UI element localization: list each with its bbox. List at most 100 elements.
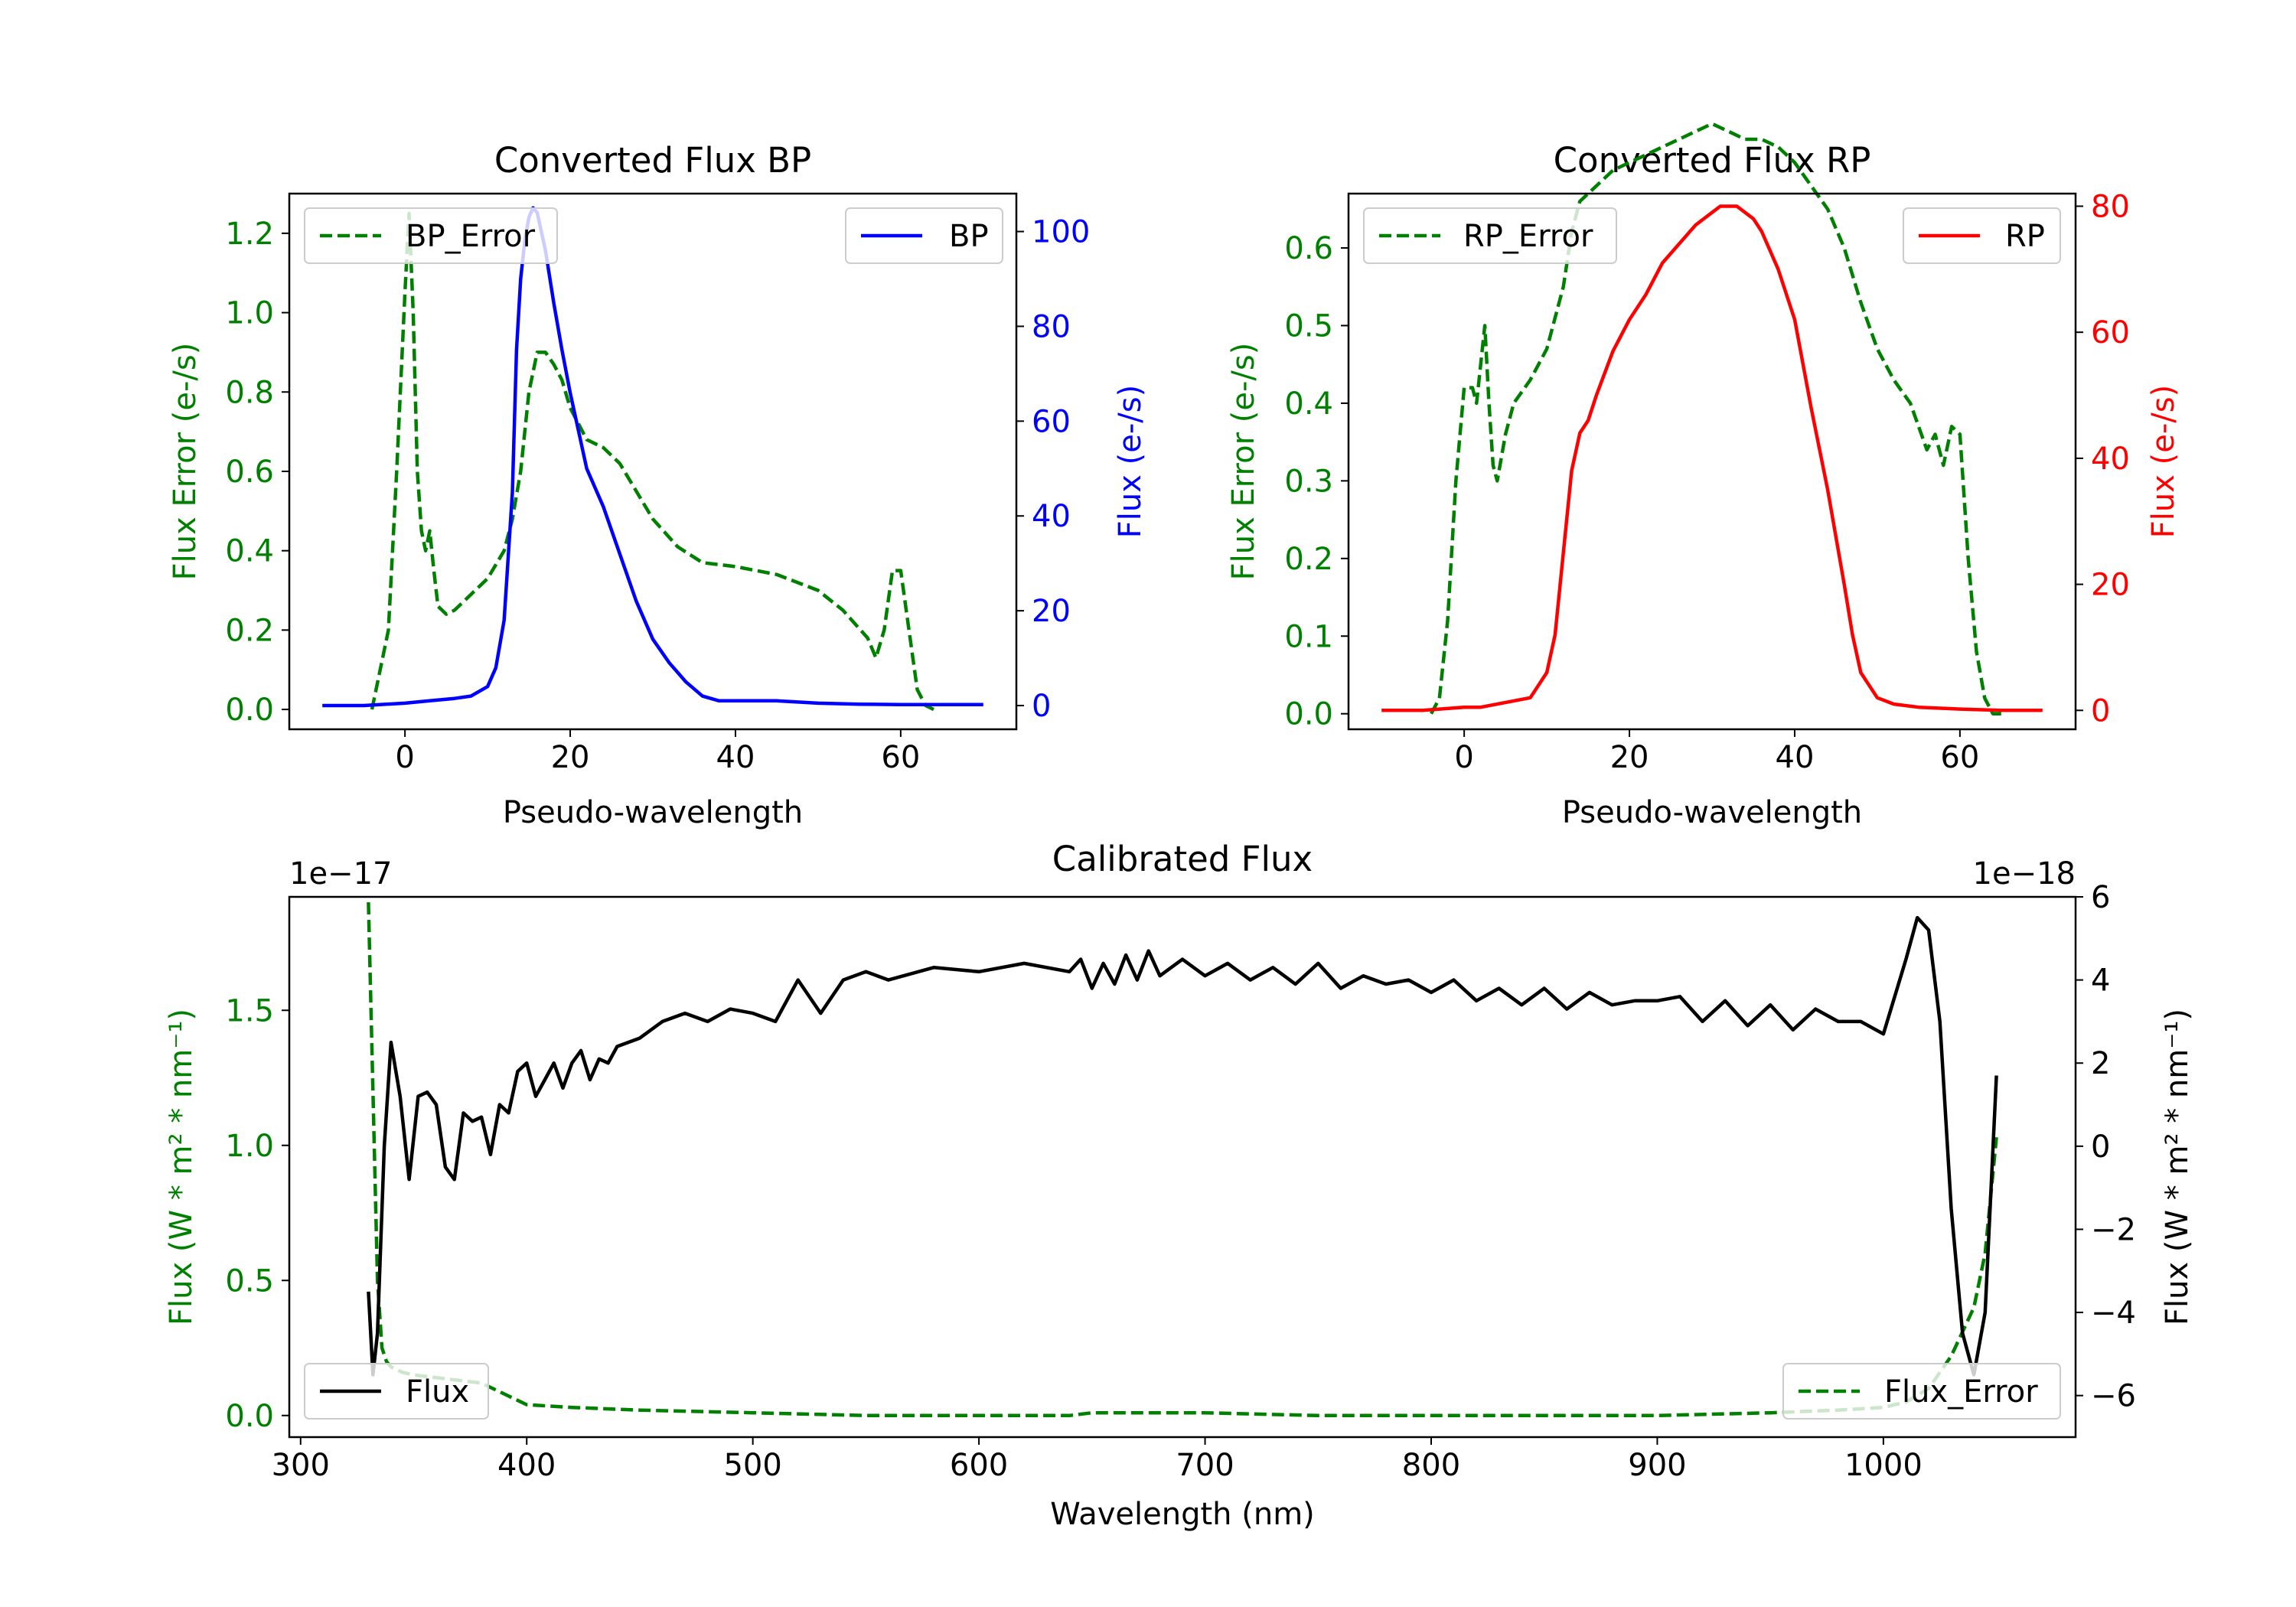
- bp-xtick-label: 20: [551, 740, 590, 775]
- rp-left-ytick-label: 0.4: [1284, 386, 1333, 422]
- rp-right-ytick-label: 20: [2091, 568, 2130, 603]
- cal-legend-error: Flux_Error: [1782, 1363, 2061, 1420]
- calibrated-left-ytick-label: 0.0: [225, 1399, 274, 1434]
- rp-xtick-label: 0: [1454, 740, 1473, 775]
- calibrated-right-ytick-label: 2: [2091, 1046, 2110, 1081]
- calibrated-left-ytick-label: 0.5: [225, 1263, 274, 1299]
- panel-calibrated: Calibrated Flux 1e−17 1e−18 300 400 500 600…: [164, 839, 2195, 1532]
- calibrated-xtick-label: 900: [1628, 1448, 1686, 1483]
- rp-series-rp-error: [1430, 122, 2001, 715]
- calibrated-right-ytick-label: −2: [2091, 1212, 2136, 1247]
- bp-legend-error-box: [304, 207, 558, 264]
- bp-left-ytick-label: 1.2: [225, 217, 274, 252]
- rp-xlabel: Pseudo-wavelength: [1562, 795, 1862, 830]
- rp-plot-frame: [1347, 192, 2077, 731]
- rp-title: Converted Flux RP: [1554, 140, 1871, 181]
- cal-title: Calibrated Flux: [1052, 839, 1313, 879]
- calibrated-xtick-label: 700: [1176, 1448, 1234, 1483]
- bp-legend-flux-label: BP: [949, 219, 989, 254]
- rp-right-ytick-label: 40: [2091, 442, 2130, 477]
- rp-legend-error: RP_Error: [1363, 207, 1617, 264]
- calibrated-right-ytick-label: 6: [2091, 880, 2110, 915]
- cal-xlabel: Wavelength (nm): [1050, 1497, 1315, 1532]
- bp-xtick-label: 40: [716, 740, 755, 775]
- bp-ticks-layer: 0 20 40 60 0.0 0.2 0.4 0.6 0.8 1.0 1.2 0 20 40 60 80 100: [225, 215, 1090, 775]
- bp-legend-flux: BP: [845, 207, 1003, 264]
- bp-left-ytick-label: 0.6: [225, 455, 274, 490]
- panel-bp: Converted Flux BP 0 20 40 60 0.0 0.2 0.4 0.6 0.8…: [168, 140, 1148, 830]
- bp-series-bp: [322, 206, 983, 708]
- calibrated-right-ytick-label: 0: [2091, 1129, 2110, 1165]
- rp-left-ytick-label: 0.0: [1284, 697, 1333, 732]
- calibrated-ticks-layer: 300 400 500 600 700 800 900 1000 0.0 0.5 1.0 1.5 −6 −…: [225, 880, 2136, 1483]
- rp-xtick-label: 20: [1610, 740, 1649, 775]
- rp-legend-flux-label: RP: [2005, 219, 2045, 254]
- bp-right-ytick-label: 100: [1032, 215, 1090, 250]
- rp-series-layer: [1381, 122, 2043, 715]
- bp-xtick-label: 60: [881, 740, 920, 775]
- cal-plot-frame: [288, 895, 2077, 1439]
- rp-xtick-label: 40: [1776, 740, 1815, 775]
- rp-legend-error-label: RP_Error: [1463, 219, 1593, 254]
- cal-right-ylabel: Flux (W * m² * nm⁻¹): [2160, 1009, 2195, 1325]
- cal-legend-flux: Flux: [304, 1363, 489, 1420]
- rp-right-ytick-label: 80: [2091, 189, 2130, 224]
- calibrated-xtick-label: 800: [1402, 1448, 1460, 1483]
- bp-right-ytick-label: 0: [1032, 689, 1051, 724]
- bp-legend-flux-box: [845, 207, 1003, 264]
- bp-right-ytick-label: 40: [1032, 499, 1071, 534]
- cal-right-offset: 1e−18: [1973, 856, 2076, 892]
- bp-xlabel: Pseudo-wavelength: [503, 795, 803, 830]
- rp-left-ytick-label: 0.5: [1284, 308, 1333, 344]
- rp-left-ytick-label: 0.6: [1284, 231, 1333, 266]
- rp-left-ytick-label: 0.3: [1284, 464, 1333, 499]
- calibrated-right-ytick-label: −4: [2091, 1296, 2136, 1331]
- rp-legend-flux-box: [1903, 207, 2061, 264]
- rp-series-rp: [1381, 204, 2043, 712]
- bp-left-ytick-label: 0.4: [225, 534, 274, 569]
- calibrated-left-ytick-label: 1.5: [225, 993, 274, 1028]
- bp-left-ylabel: Flux Error (e-/s): [168, 343, 203, 581]
- bp-plot-frame: [288, 192, 1018, 731]
- bp-left-ytick-label: 1.0: [225, 296, 274, 331]
- rp-right-ytick-label: 60: [2091, 315, 2130, 350]
- bp-series-layer: [322, 206, 983, 712]
- bp-left-ytick-label: 0.8: [225, 375, 274, 410]
- bp-legend-error: BP_Error: [304, 207, 558, 264]
- rp-left-ytick-label: 0.1: [1284, 619, 1333, 654]
- cal-left-offset: 1e−17: [289, 856, 392, 892]
- calibrated-xtick-label: 400: [497, 1448, 556, 1483]
- calibrated-xtick-label: 300: [272, 1448, 330, 1483]
- panel-rp: Converted Flux RP 0 20 40 60 0.0 0.1 0.2 0.3 0.4…: [1226, 122, 2181, 830]
- rp-right-ylabel: Flux (e-/s): [2146, 385, 2181, 538]
- rp-xtick-label: 60: [1940, 740, 1979, 775]
- rp-legend-error-box: [1363, 207, 1617, 264]
- rp-ticks-layer: 0 20 40 60 0.0 0.1 0.2 0.3 0.4 0.5 0.6 0 20 40 60 80: [1284, 189, 2130, 775]
- rp-left-ylabel: Flux Error (e-/s): [1226, 343, 1261, 581]
- rp-legend-flux: RP: [1903, 207, 2061, 264]
- bp-xtick-label: 0: [395, 740, 414, 775]
- calibrated-right-ytick-label: 4: [2091, 963, 2110, 999]
- cal-left-ylabel: Flux (W * m² * nm⁻¹): [164, 1009, 199, 1325]
- bp-left-ytick-label: 0.2: [225, 613, 274, 648]
- bp-right-ylabel: Flux (e-/s): [1113, 385, 1148, 538]
- bp-series-bp-error: [370, 211, 934, 712]
- calibrated-right-ytick-label: −6: [2091, 1379, 2136, 1414]
- bp-right-ytick-label: 80: [1032, 309, 1071, 344]
- cal-legend-flux-box: [304, 1363, 489, 1420]
- rp-left-ytick-label: 0.2: [1284, 542, 1333, 577]
- calibrated-xtick-label: 500: [723, 1448, 781, 1483]
- bp-right-ytick-label: 60: [1032, 404, 1071, 439]
- cal-legend-error-box: [1782, 1363, 2061, 1420]
- cal-legend-error-label: Flux_Error: [1884, 1374, 2038, 1410]
- bp-title: Converted Flux BP: [494, 140, 811, 181]
- calibrated-xtick-label: 600: [950, 1448, 1008, 1483]
- bp-legend-error-label: BP_Error: [406, 219, 536, 254]
- rp-right-ytick-label: 0: [2091, 693, 2110, 729]
- cal-legend-flux-label: Flux: [406, 1374, 469, 1410]
- calibrated-xtick-label: 1000: [1844, 1448, 1923, 1483]
- bp-left-ytick-label: 0.0: [225, 693, 274, 728]
- calibrated-left-ytick-label: 1.0: [225, 1129, 274, 1164]
